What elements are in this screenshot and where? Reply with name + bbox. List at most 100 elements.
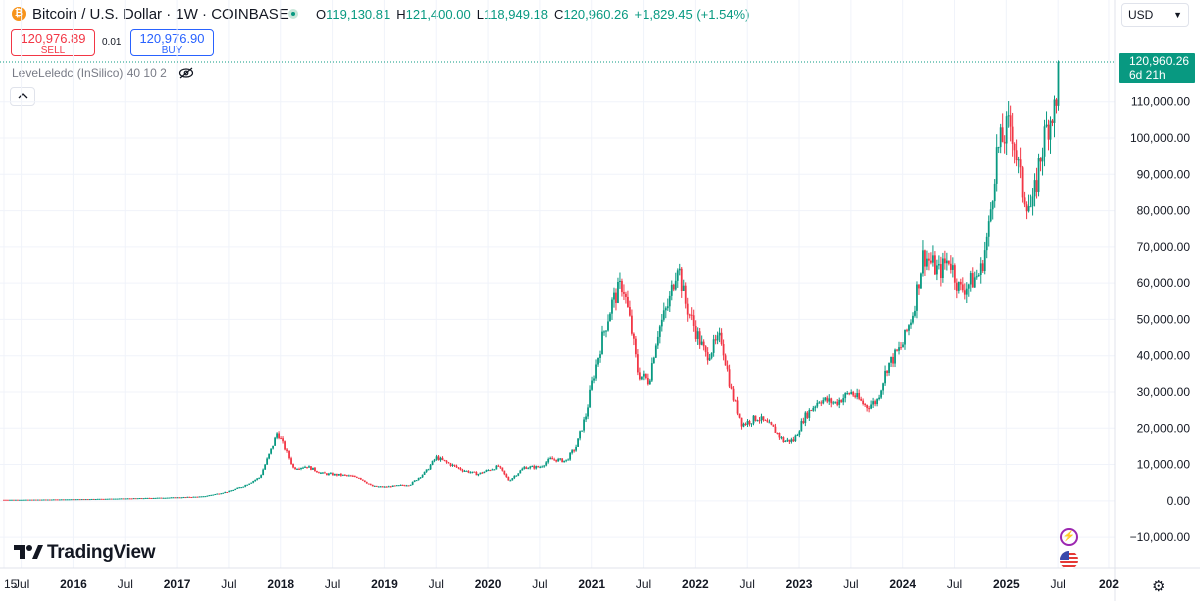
candle-body bbox=[692, 315, 695, 326]
candle-body bbox=[607, 321, 609, 331]
candle-body bbox=[324, 472, 326, 474]
candle-body bbox=[489, 470, 492, 472]
candle-body bbox=[794, 435, 797, 442]
candle-body bbox=[706, 352, 709, 361]
us-flag-icon[interactable] bbox=[1060, 551, 1078, 569]
candle-body bbox=[965, 288, 968, 295]
candle-body bbox=[465, 470, 468, 472]
y-tick-label: 0.00 bbox=[1167, 494, 1191, 508]
candle-body bbox=[830, 398, 833, 404]
candle-body bbox=[220, 493, 223, 495]
candle-body bbox=[417, 477, 420, 481]
candle-body bbox=[916, 284, 918, 311]
candle-body bbox=[44, 499, 47, 501]
candle-body bbox=[732, 388, 735, 401]
candle-body bbox=[353, 475, 356, 477]
candle-body bbox=[517, 473, 520, 476]
candle-body bbox=[644, 373, 647, 379]
candle-body bbox=[178, 497, 181, 499]
candle-body bbox=[363, 480, 366, 483]
candle-body bbox=[21, 499, 23, 501]
candle-body bbox=[1039, 158, 1042, 162]
candle-body bbox=[172, 497, 175, 499]
candle-body bbox=[467, 470, 470, 473]
y-tick-label: 30,000.00 bbox=[1137, 385, 1191, 399]
candle-body bbox=[583, 419, 585, 431]
candle-body bbox=[836, 401, 839, 405]
candle-body bbox=[272, 445, 275, 449]
candle-body bbox=[973, 277, 976, 288]
candle-body bbox=[979, 263, 982, 276]
candle-body bbox=[704, 346, 707, 353]
candle-body bbox=[603, 331, 605, 333]
candle-body bbox=[1011, 126, 1014, 144]
y-tick-label: 20,000.00 bbox=[1137, 421, 1191, 435]
candle-body bbox=[744, 423, 747, 425]
candle-body bbox=[983, 250, 986, 272]
candle-body bbox=[222, 492, 225, 494]
candle-body bbox=[326, 473, 328, 475]
candle-body bbox=[337, 473, 340, 476]
candle-body bbox=[529, 466, 532, 469]
candle-body bbox=[425, 469, 428, 472]
candle-body bbox=[764, 420, 767, 422]
candle-body bbox=[403, 485, 406, 487]
candle-body bbox=[969, 273, 972, 285]
candle-body bbox=[274, 437, 276, 446]
candle-body bbox=[48, 499, 51, 501]
candle-body bbox=[86, 499, 89, 501]
candle-body bbox=[748, 421, 751, 425]
candle-body bbox=[963, 290, 966, 295]
candle-body bbox=[951, 265, 954, 270]
market-status-icon[interactable] bbox=[288, 9, 298, 19]
candle-body bbox=[330, 473, 332, 475]
low-label: L bbox=[476, 7, 484, 22]
candle-body bbox=[355, 476, 358, 478]
candle-body bbox=[543, 465, 546, 467]
x-tick-label: 2018 bbox=[267, 577, 294, 591]
candle-body bbox=[499, 466, 502, 468]
eye-hidden-icon[interactable] bbox=[178, 66, 194, 83]
sell-button[interactable]: 120,976.89 SELL bbox=[11, 29, 95, 56]
candle-body bbox=[646, 378, 649, 385]
candle-body bbox=[734, 400, 737, 402]
lightning-icon[interactable]: ⚡ bbox=[1060, 528, 1078, 546]
collapse-legend-button[interactable] bbox=[10, 87, 35, 106]
candle-body bbox=[947, 260, 950, 264]
candle-body bbox=[481, 472, 484, 474]
candle-body bbox=[571, 450, 574, 453]
candle-body bbox=[104, 498, 107, 500]
currency-select[interactable]: USD ▼ bbox=[1121, 3, 1189, 27]
candle-body bbox=[427, 469, 430, 471]
candle-body bbox=[957, 281, 960, 291]
symbol-title[interactable]: Bitcoin / U.S. Dollar · 1W · COINBASE bbox=[32, 6, 289, 23]
candle-body bbox=[935, 265, 938, 275]
candle-body bbox=[642, 373, 645, 377]
candle-body bbox=[814, 406, 817, 408]
candle-body bbox=[84, 499, 87, 501]
candle-body bbox=[682, 285, 685, 291]
candle-body bbox=[316, 471, 318, 473]
candle-body bbox=[1057, 61, 1060, 106]
candle-body bbox=[507, 477, 510, 481]
candle-body bbox=[943, 258, 946, 264]
candle-body bbox=[439, 457, 442, 461]
indicator-label[interactable]: LeveLeledc (InSilico) 40 10 2 bbox=[12, 66, 167, 80]
candle-body bbox=[784, 440, 787, 442]
gear-icon[interactable]: ⚙ bbox=[1152, 578, 1166, 595]
close-value: 120,960.26 bbox=[563, 7, 629, 22]
candle-body bbox=[910, 322, 912, 326]
x-tick-label: Jul bbox=[843, 577, 858, 591]
candle-body bbox=[375, 485, 378, 487]
x-tick-label: 2025 bbox=[993, 577, 1020, 591]
buy-button[interactable]: 120,976.90 BUY bbox=[130, 29, 214, 56]
candle-body bbox=[941, 258, 944, 278]
candle-body bbox=[236, 487, 239, 489]
tradingview-logo-icon bbox=[14, 541, 44, 568]
x-tick-label: Jul bbox=[429, 577, 444, 591]
candle-body bbox=[312, 467, 314, 470]
candle-body bbox=[256, 478, 259, 480]
buy-price: 120,976.90 bbox=[139, 31, 205, 46]
candle-body bbox=[742, 423, 745, 427]
